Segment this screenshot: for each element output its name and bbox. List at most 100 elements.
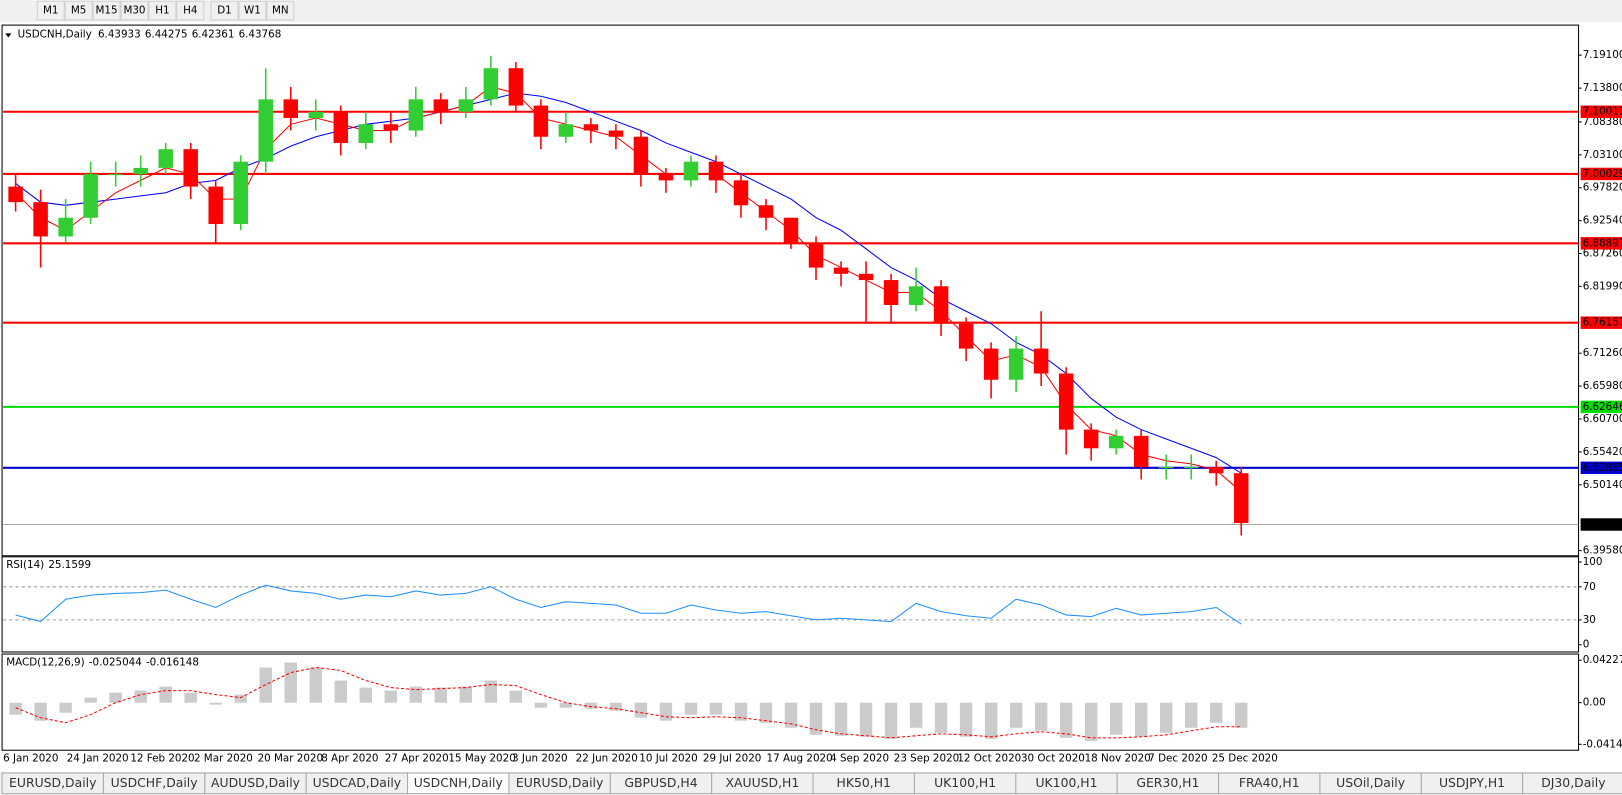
level-tag	[1580, 167, 1622, 181]
tab-label[interactable]: USDCAD,Daily	[313, 775, 402, 790]
y-tick-label: 6.81990	[1583, 280, 1622, 292]
macd-bar	[334, 680, 347, 703]
candle-body	[533, 105, 549, 137]
macd-bar	[434, 687, 448, 703]
candle-body	[1058, 373, 1074, 430]
tab-label[interactable]: DJ30,Daily	[1541, 775, 1605, 790]
y-tick-label: 7.13800	[1583, 82, 1622, 94]
timeframe-label[interactable]: M5	[71, 5, 86, 17]
candle-body	[858, 273, 874, 281]
candle-body	[633, 136, 649, 175]
x-tick-label: 15 May 2020	[448, 753, 515, 765]
macd-bar	[359, 687, 372, 703]
macd-bar	[984, 702, 998, 739]
macd-title: MACD(12,26,9) -0.025044 -0.016148	[6, 656, 199, 668]
candle-body	[1233, 473, 1249, 524]
x-tick-label: 6 Jan 2020	[3, 753, 58, 765]
y-tick-label: 6.71260	[1583, 347, 1622, 359]
menu-arrow[interactable]	[5, 33, 12, 38]
tab-label[interactable]: USOil,Daily	[1336, 775, 1405, 790]
candle-body	[383, 124, 399, 131]
tab-label[interactable]: HK50,H1	[837, 775, 891, 790]
tab-label[interactable]: XAUUSD,H1	[726, 775, 800, 790]
level-tag	[1580, 400, 1622, 414]
chart-title: USDCNH,Daily 6.43933 6.44275 6.42361 6.43768	[18, 28, 282, 40]
x-tick-label: 30 Oct 2020	[1021, 753, 1085, 765]
timeframe-button[interactable]	[148, 0, 177, 21]
y-tick-label: -0.04148	[1583, 738, 1622, 750]
macd-bar	[959, 702, 973, 737]
timeframe-button[interactable]	[64, 0, 93, 21]
timeframe-label[interactable]: W1	[244, 5, 261, 17]
candle-body	[283, 99, 298, 119]
tab-label[interactable]: UK100,H1	[1035, 775, 1097, 790]
macd-bar	[734, 702, 748, 721]
tab-label[interactable]: USDCHF,Daily	[111, 775, 198, 790]
x-tick-label: 24 Jan 2020	[67, 753, 129, 765]
level-label: 7.10011	[1583, 106, 1622, 118]
macd-bar	[84, 697, 97, 703]
macd-bar	[584, 702, 598, 709]
macd-bar	[1210, 702, 1223, 723]
level-label: 6.43768	[1583, 519, 1622, 531]
timeframe-label[interactable]: M1	[43, 5, 58, 17]
level-tag	[1580, 105, 1622, 118]
timeframe-button[interactable]	[120, 0, 149, 21]
macd-bar	[934, 702, 948, 733]
timeframe-label[interactable]: H1	[155, 5, 169, 17]
timeframe-label[interactable]: M15	[96, 5, 118, 17]
tab[interactable]	[1522, 772, 1622, 795]
y-tick-label: 0.042275	[1583, 654, 1622, 666]
x-tick-label: 22 Jun 2020	[576, 753, 638, 765]
tab-label[interactable]: GBPUSD,H4	[624, 775, 697, 790]
timeframe-button[interactable]	[176, 0, 205, 21]
timeframe-button[interactable]	[92, 0, 121, 21]
x-tick-label: 17 Aug 2020	[767, 753, 833, 765]
macd-bar	[709, 702, 723, 715]
x-tick-label: 27 Apr 2020	[385, 753, 449, 765]
candle-body	[8, 186, 23, 203]
candle-body	[233, 161, 248, 224]
tab-label[interactable]: EURUSD,Daily	[516, 775, 603, 790]
timeframe-button[interactable]	[210, 0, 239, 21]
timeframe-label[interactable]: MN	[272, 5, 289, 17]
level-tag	[1580, 461, 1622, 475]
candle-body	[1183, 466, 1199, 469]
timeframe-button[interactable]	[238, 0, 267, 21]
macd-bar	[559, 702, 573, 708]
macd-bar	[634, 702, 648, 718]
tab-label[interactable]: UK100,H1	[934, 775, 996, 790]
tab-label[interactable]: AUDUSD,Daily	[211, 775, 300, 790]
tab-label[interactable]: USDCNH,Daily	[414, 775, 503, 790]
tab-label[interactable]: USDJPY,H1	[1439, 775, 1505, 790]
rsi-line	[15, 584, 1242, 625]
macd-signal	[15, 666, 1242, 739]
candle-body	[583, 124, 599, 131]
macd-bar	[234, 694, 247, 703]
y-tick-label: 0	[1583, 639, 1590, 651]
candle-body	[258, 99, 273, 162]
macd-bar	[1134, 702, 1148, 737]
y-tick-label: 7.03100	[1583, 149, 1622, 161]
candle-body	[83, 174, 98, 218]
candle-body	[483, 68, 499, 100]
macd-bar	[609, 702, 623, 711]
timeframe-button[interactable]	[36, 0, 65, 21]
candle-body	[1108, 435, 1124, 449]
timeframe-label[interactable]: D1	[217, 5, 232, 17]
candle-body	[758, 205, 774, 218]
x-tick-label: 18 Nov 2020	[1085, 753, 1151, 765]
tab-label[interactable]: GER30,H1	[1136, 775, 1199, 790]
tab-label[interactable]: EURUSD,Daily	[9, 775, 96, 790]
toolbar	[0, 0, 1622, 22]
candle-body	[983, 348, 999, 380]
timeframe-label[interactable]: M30	[123, 5, 145, 17]
timeframe-label[interactable]: H4	[183, 5, 197, 17]
tab-label[interactable]: FRA40,H1	[1239, 775, 1300, 790]
timeframe-button[interactable]	[266, 0, 295, 21]
level-label: 6.52865	[1583, 462, 1622, 474]
candle-body	[808, 242, 824, 268]
level-tag	[1580, 518, 1622, 531]
